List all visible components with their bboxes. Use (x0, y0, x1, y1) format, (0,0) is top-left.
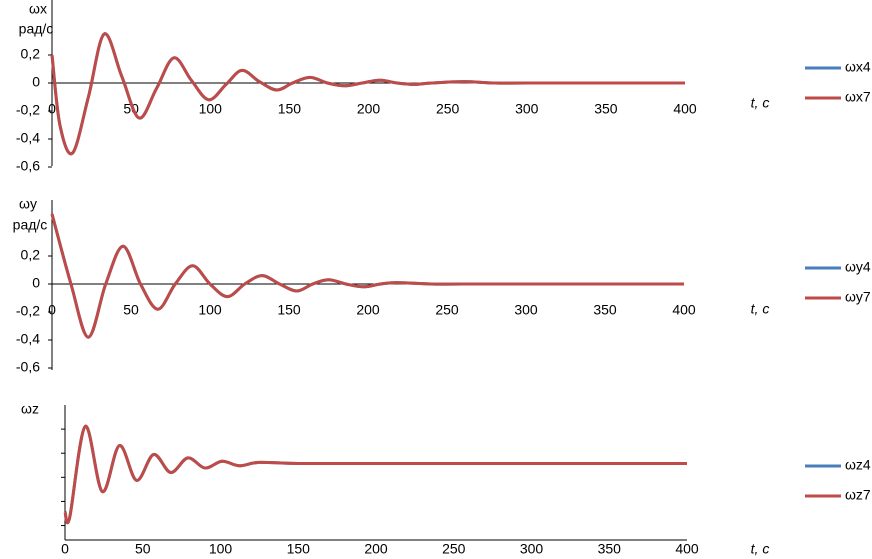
x-tick-label: 200 (356, 302, 380, 318)
x-tick-label: 50 (123, 302, 139, 318)
series-line (50, 32, 685, 156)
x-tick-label: 0 (61, 541, 69, 557)
legend-label: ωx7 (845, 89, 871, 105)
y-tick-label: -0,4 (16, 130, 40, 146)
x-tick-label: 250 (436, 101, 460, 117)
legend-label: ωz4 (845, 457, 871, 473)
y-tick-label: 0 (32, 275, 40, 291)
x-tick-label: 100 (198, 302, 222, 318)
x-tick-label: 250 (435, 302, 459, 318)
x-tick-label: 350 (593, 302, 617, 318)
legend-label: ωy4 (845, 259, 871, 275)
series-line (63, 424, 687, 525)
series-line (50, 213, 684, 339)
x-tick-label: 50 (135, 541, 151, 557)
series-line (63, 424, 687, 525)
y-tick-label: 0,2 (21, 46, 41, 62)
legend-label: ωy7 (845, 289, 871, 305)
y-axis-unit: рад/с (13, 217, 48, 233)
x-axis-title: t, с (751, 541, 770, 557)
x-tick-label: 400 (675, 541, 699, 557)
y-tick-label: -0,6 (16, 158, 40, 174)
x-tick-label: 200 (364, 541, 388, 557)
y-tick-label: 0,2 (21, 247, 41, 263)
legend-label: ωz7 (845, 487, 871, 503)
y-axis-title: ωx (29, 1, 47, 17)
x-tick-label: 100 (209, 541, 233, 557)
y-tick-label: -0,6 (16, 359, 40, 375)
x-tick-label: 150 (287, 541, 311, 557)
legend-label: ωx4 (845, 59, 871, 75)
x-tick-label: 300 (515, 101, 539, 117)
y-tick-label: -0,2 (16, 303, 40, 319)
series-line (50, 213, 684, 339)
x-axis-title: t, с (751, 95, 770, 111)
x-tick-label: 350 (594, 101, 618, 117)
x-tick-label: 100 (199, 101, 223, 117)
x-tick-label: 350 (598, 541, 622, 557)
x-tick-label: 0 (48, 302, 56, 318)
x-tick-label: 300 (514, 302, 538, 318)
y-tick-label: -0,4 (16, 331, 40, 347)
x-tick-label: 150 (278, 101, 302, 117)
y-axis-title: ωy (19, 196, 37, 212)
x-tick-label: 400 (672, 302, 696, 318)
x-tick-label: 0 (48, 101, 56, 117)
x-tick-label: 200 (357, 101, 381, 117)
x-axis-title: t, с (751, 301, 770, 317)
y-axis-unit: рад/с (19, 21, 54, 37)
y-tick-label: -0,2 (16, 102, 40, 118)
x-tick-label: 300 (520, 541, 544, 557)
y-axis-title: ωz (21, 401, 39, 417)
y-tick-label: 0 (32, 74, 40, 90)
x-tick-label: 400 (673, 101, 697, 117)
series-line (50, 32, 685, 156)
x-tick-label: 250 (442, 541, 466, 557)
x-tick-label: 150 (277, 302, 301, 318)
